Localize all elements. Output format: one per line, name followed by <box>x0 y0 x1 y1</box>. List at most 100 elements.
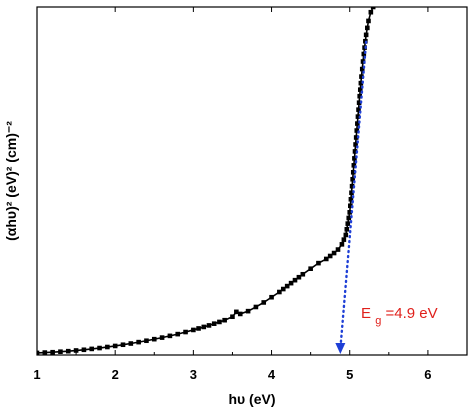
data-point <box>277 289 282 295</box>
data-point <box>196 326 201 331</box>
data-point <box>349 190 354 196</box>
x-axis-title: hυ (eV) <box>228 391 275 407</box>
data-point <box>211 321 217 326</box>
x-axis-ticks <box>36 7 429 355</box>
data-point <box>316 260 321 266</box>
series-line <box>37 7 375 354</box>
data-point <box>89 346 95 352</box>
data-point <box>284 283 290 289</box>
tangent-extrapolation <box>335 40 368 354</box>
data-point <box>175 331 181 337</box>
data-point <box>230 314 235 320</box>
data-point <box>357 87 363 92</box>
data-point <box>346 215 352 221</box>
band-gap-symbol: E <box>361 305 371 322</box>
data-point <box>348 203 353 209</box>
data-point <box>370 7 376 10</box>
x-tick-label-1: 1 <box>33 367 40 382</box>
data-point <box>81 347 87 353</box>
plot-border <box>36 6 468 356</box>
data-point <box>261 300 267 305</box>
data-point <box>365 25 370 31</box>
data-point <box>167 333 173 339</box>
data-point <box>323 256 329 262</box>
band-gap-label: E g =4.9 eV <box>361 305 438 327</box>
data-point <box>360 59 366 64</box>
data-point <box>353 135 359 140</box>
data-point <box>292 277 298 283</box>
data-point <box>345 221 351 226</box>
data-point <box>359 74 364 79</box>
data-point <box>368 9 374 15</box>
data-point <box>353 142 358 147</box>
data-point <box>245 308 251 314</box>
data-point <box>65 348 71 354</box>
data-point <box>183 329 188 335</box>
data-point <box>151 336 157 342</box>
data-point <box>217 319 222 325</box>
data-point <box>42 350 48 355</box>
data-point <box>128 341 134 346</box>
data-point <box>269 294 274 300</box>
data-point <box>237 311 243 317</box>
data-point <box>351 163 357 168</box>
data-point <box>112 343 118 349</box>
data-point <box>366 18 371 24</box>
data-point <box>159 335 165 340</box>
tangent-line <box>339 40 368 351</box>
data-point <box>359 66 365 72</box>
data-point <box>350 170 356 175</box>
data-point <box>352 156 357 161</box>
data-point <box>356 100 362 105</box>
data-point <box>253 304 259 310</box>
plot-frame <box>36 6 468 356</box>
x-tick-label-6: 6 <box>424 367 431 382</box>
data-point <box>206 323 212 328</box>
data-point <box>358 80 364 86</box>
data-point <box>331 250 337 256</box>
data-point <box>58 349 63 354</box>
y-axis-title: (αhυ)² (eV)² (cm)⁻² <box>3 121 19 241</box>
data-point <box>341 237 347 242</box>
data-point <box>357 93 362 99</box>
x-tick-label-3: 3 <box>190 367 197 382</box>
data-point <box>191 327 196 333</box>
data-point <box>344 226 350 232</box>
tangent-arrowhead <box>335 343 346 354</box>
x-tick-label-5: 5 <box>346 367 353 382</box>
data-point <box>105 344 110 350</box>
data-point <box>349 183 355 189</box>
band-gap-annotation: E g =4.9 eV <box>361 305 438 327</box>
data-point <box>327 253 333 259</box>
data-point <box>335 247 341 252</box>
data-point <box>352 149 358 154</box>
data-point <box>348 196 354 202</box>
data-point <box>300 271 306 277</box>
data-point <box>234 309 239 315</box>
data-point <box>37 350 40 355</box>
data-point <box>280 286 286 292</box>
x-tick-label-2: 2 <box>112 367 119 382</box>
data-point <box>201 324 207 330</box>
x-axis-tick-labels: 1 2 3 4 5 6 <box>33 367 431 382</box>
data-point <box>97 345 102 351</box>
data-point <box>339 242 345 247</box>
absorption-series <box>37 7 376 355</box>
x-tick-label-4: 4 <box>268 367 276 382</box>
data-point <box>222 317 227 323</box>
band-gap-subscript: g <box>375 315 381 327</box>
data-point <box>343 232 349 238</box>
data-point <box>355 114 361 119</box>
data-point <box>144 338 149 344</box>
data-point <box>288 280 294 286</box>
data-point <box>296 274 302 280</box>
data-point <box>73 348 79 353</box>
data-point <box>50 349 55 355</box>
data-point <box>347 210 353 215</box>
band-gap-value: =4.9 eV <box>385 305 437 322</box>
data-point <box>354 128 360 133</box>
data-point <box>120 342 126 348</box>
data-point <box>361 51 367 57</box>
data-point <box>350 176 355 182</box>
